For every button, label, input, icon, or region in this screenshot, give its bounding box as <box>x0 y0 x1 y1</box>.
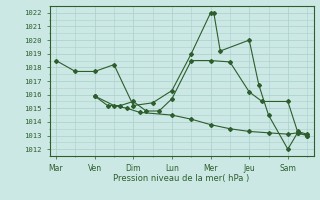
X-axis label: Pression niveau de la mer( hPa ): Pression niveau de la mer( hPa ) <box>114 174 250 183</box>
